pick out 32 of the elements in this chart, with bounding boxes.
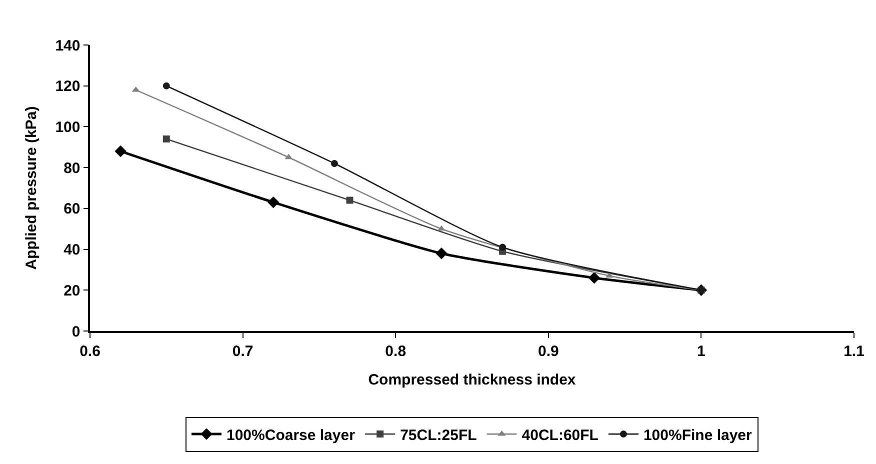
x-axis-title: Compressed thickness index [368, 371, 576, 388]
y-tick-label: 120 [55, 78, 80, 96]
y-tick-label: 20 [64, 282, 80, 300]
legend-label: 100%Fine layer [643, 426, 752, 444]
y-tick-label: 0 [72, 323, 80, 340]
x-tick-label: 0.8 [385, 342, 406, 360]
legend-label: 40CL:60FL [522, 426, 598, 444]
x-tick-label: 1.1 [844, 342, 864, 360]
point [330, 160, 338, 167]
x-tick-label: 1 [697, 342, 706, 360]
point [436, 248, 448, 260]
y-tick-label: 100 [55, 118, 80, 136]
legend-label: 100%Coarse layer [226, 426, 356, 444]
point [162, 135, 170, 142]
point [132, 86, 140, 92]
point [346, 196, 354, 204]
y-tick-label: 40 [64, 242, 80, 259]
point [588, 272, 600, 284]
point [284, 154, 293, 160]
y-tick-label: 140 [55, 37, 80, 54]
legend-label: 75CL:25FL [400, 426, 477, 444]
point [437, 225, 446, 231]
point [268, 196, 280, 208]
point [162, 82, 170, 90]
point [499, 244, 506, 251]
x-tick-label: 0.6 [80, 342, 100, 360]
y-axis-title: Applied pressure (kPa) [22, 106, 40, 270]
y-tick-label: 60 [64, 200, 80, 218]
point [114, 145, 126, 158]
x-tick-label: 0.7 [232, 342, 254, 360]
x-tick-label: 0.9 [538, 342, 559, 360]
y-tick-label: 80 [64, 160, 80, 177]
